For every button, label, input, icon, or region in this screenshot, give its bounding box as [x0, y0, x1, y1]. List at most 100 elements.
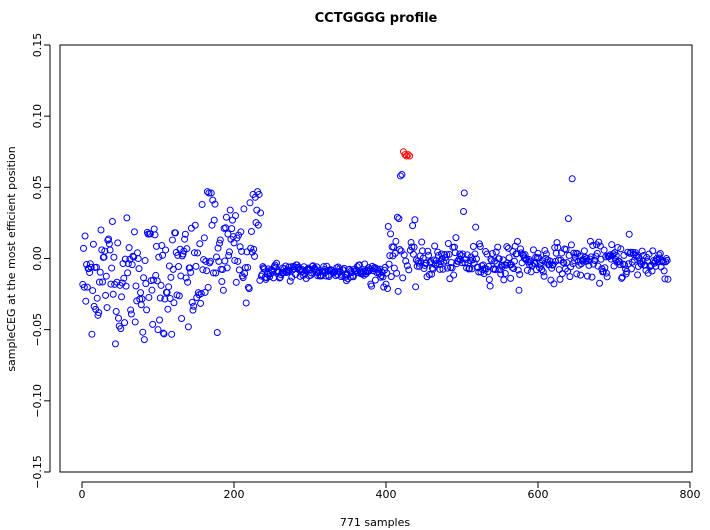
data-point — [510, 257, 518, 265]
data-point — [405, 266, 413, 274]
data-point — [127, 310, 135, 318]
data-point — [148, 286, 156, 294]
data-point — [317, 272, 325, 280]
data-point — [178, 315, 186, 323]
data-point — [149, 320, 157, 328]
data-point — [375, 269, 383, 277]
data-point — [488, 249, 496, 257]
data-point — [88, 330, 96, 338]
data-point — [250, 245, 258, 253]
data-point — [236, 243, 244, 251]
data-point — [638, 247, 646, 255]
data-point — [199, 266, 207, 274]
data-point — [171, 229, 179, 237]
data-point — [98, 246, 106, 254]
data-point — [627, 265, 635, 273]
data-point — [466, 265, 474, 273]
data-point — [395, 215, 403, 223]
data-point — [437, 258, 445, 266]
data-point — [644, 269, 652, 277]
data-point — [165, 262, 173, 270]
data-point — [175, 263, 183, 271]
data-point — [162, 246, 170, 254]
data-point — [408, 243, 416, 251]
data-point — [222, 213, 230, 221]
data-point — [476, 242, 484, 250]
data-point — [95, 309, 103, 317]
data-point — [394, 287, 402, 295]
data-point — [577, 271, 585, 279]
data-point — [181, 230, 189, 238]
data-point — [205, 189, 213, 197]
data-point — [371, 276, 379, 284]
data-point — [260, 264, 268, 272]
data-point — [130, 253, 138, 261]
data-point — [94, 311, 102, 319]
data-point — [242, 299, 250, 307]
data-point — [664, 275, 672, 283]
data-point — [175, 292, 183, 300]
data-point — [503, 243, 511, 251]
data-point — [515, 286, 523, 294]
data-point — [663, 256, 671, 264]
data-point — [223, 264, 231, 272]
data-point — [492, 248, 500, 256]
data-point — [218, 278, 226, 286]
data-point — [580, 247, 588, 255]
data-point — [529, 246, 537, 254]
highlight-point — [401, 151, 409, 159]
data-point — [522, 256, 530, 264]
data-point — [132, 282, 140, 290]
data-point — [603, 273, 611, 281]
data-point — [203, 188, 211, 196]
data-point — [424, 247, 432, 255]
data-point — [588, 273, 596, 281]
data-point — [127, 306, 135, 314]
data-point — [507, 274, 515, 282]
data-point — [152, 242, 160, 250]
data-point — [510, 265, 518, 273]
data-point — [444, 264, 452, 272]
data-point — [169, 265, 177, 273]
data-point — [284, 268, 292, 276]
data-point — [234, 257, 242, 265]
data-point — [130, 228, 138, 236]
data-point — [255, 190, 263, 198]
data-point — [102, 291, 110, 299]
data-point — [437, 250, 445, 258]
data-point — [244, 283, 252, 291]
data-points — [79, 148, 672, 348]
data-point — [118, 293, 126, 301]
data-point — [443, 251, 451, 259]
data-point — [151, 231, 159, 239]
data-point — [500, 276, 508, 284]
data-point — [504, 244, 512, 252]
data-point — [260, 265, 268, 273]
data-point — [141, 257, 149, 265]
data-point — [239, 274, 247, 282]
data-point — [80, 244, 88, 252]
data-point — [567, 241, 575, 249]
data-point — [101, 247, 109, 255]
data-point — [209, 269, 217, 277]
data-point — [417, 258, 425, 266]
data-point — [602, 269, 610, 277]
data-point — [270, 274, 278, 282]
data-point — [494, 243, 502, 251]
data-point — [232, 278, 240, 286]
data-point — [137, 289, 145, 297]
data-point — [384, 223, 392, 231]
data-point — [89, 240, 97, 248]
data-point — [103, 304, 111, 312]
data-point — [165, 283, 173, 291]
data-point — [106, 246, 114, 254]
data-point — [111, 280, 119, 288]
data-point — [140, 336, 148, 344]
data-point — [411, 216, 419, 224]
data-point — [201, 288, 209, 296]
data-point — [586, 237, 594, 245]
data-point — [469, 243, 477, 251]
data-point — [562, 246, 570, 254]
data-point — [285, 266, 293, 274]
data-point — [409, 222, 417, 230]
